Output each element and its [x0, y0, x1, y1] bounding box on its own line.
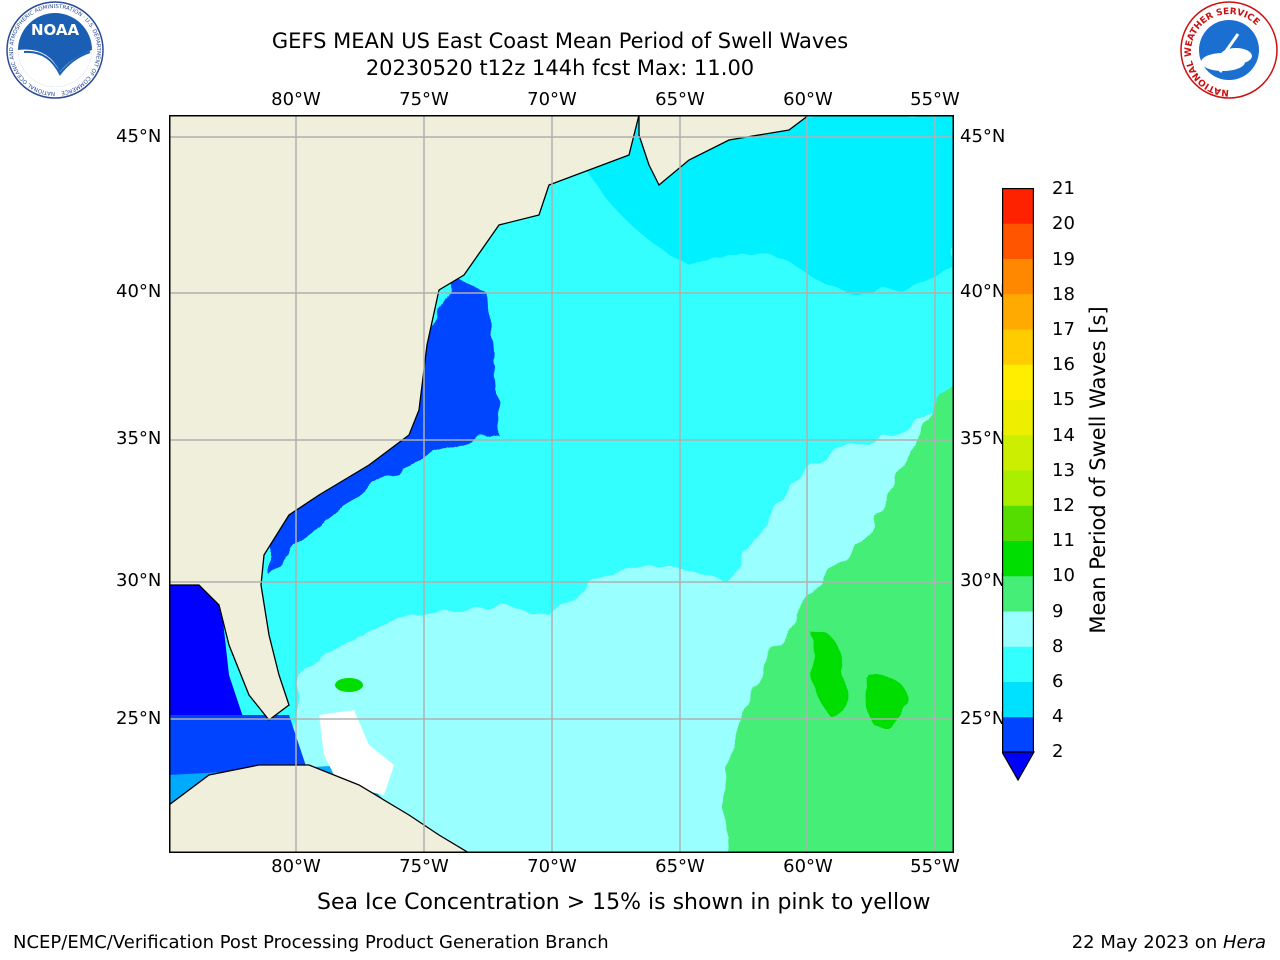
colorbar-tick: 9: [1052, 601, 1064, 622]
colorbar-segment: [1002, 716, 1034, 753]
colorbar-tick: 19: [1052, 249, 1075, 270]
bahamas-bank: [319, 710, 394, 795]
colorbar-tick: 14: [1052, 425, 1075, 446]
colorbar-segment: [1002, 223, 1034, 259]
footer-organization: NCEP/EMC/Verification Post Processing Pr…: [13, 932, 609, 953]
svg-text:NOAA: NOAA: [31, 21, 80, 39]
colorbar-segment: [1002, 364, 1034, 400]
ocean-9-10s: [725, 378, 954, 853]
colorbar-tick: 17: [1052, 319, 1075, 340]
colorbar-tick: 6: [1052, 671, 1064, 692]
colorbar-segment: [1002, 188, 1034, 224]
colorbar-tick: 13: [1052, 460, 1075, 481]
swell-period-map: [169, 115, 954, 853]
land-us-east-coast: [169, 115, 640, 721]
lat-label-right: 35°N: [960, 428, 1006, 449]
lat-label-left: 45°N: [116, 126, 162, 147]
colorbar-tick: 18: [1052, 284, 1075, 305]
sea-ice-note: Sea Ice Concentration > 15% is shown in …: [317, 890, 931, 915]
colorbar-tick: 4: [1052, 706, 1064, 727]
colorbar-segment: [1002, 646, 1034, 682]
colorbar-tick: 16: [1052, 354, 1075, 375]
colorbar-segment: [1002, 258, 1034, 295]
colorbar-tick: 2: [1052, 741, 1064, 762]
ocean-10-11s: [335, 678, 363, 692]
lat-label-right: 25°N: [960, 708, 1006, 729]
colorbar-label: Mean Period of Swell Waves [s]: [1086, 306, 1110, 634]
lat-label-left: 25°N: [116, 708, 162, 729]
ocean-below-2s: [169, 585, 249, 735]
lat-label-left: 40°N: [116, 281, 162, 302]
ocean-10-11s: [865, 674, 909, 728]
map-frame: [169, 115, 954, 853]
lon-label-bottom: 55°W: [910, 856, 960, 877]
lat-label-right: 40°N: [960, 281, 1006, 302]
land-cuba: [169, 764, 471, 853]
colorbar-frame: [1002, 188, 1034, 753]
colorbar-tick: 11: [1052, 530, 1075, 551]
land-maritimes: [638, 115, 811, 187]
colorbar-tick: 10: [1052, 565, 1075, 586]
colorbar-extend-arrow: [1002, 751, 1036, 782]
footer-date-text: 22 May 2023 on: [1071, 932, 1223, 953]
lon-label-bottom: 80°W: [271, 856, 321, 877]
colorbar-segment: [1002, 575, 1034, 612]
lon-label-top: 80°W: [271, 89, 321, 110]
lon-label-top: 75°W: [399, 89, 449, 110]
map-gridlines: [169, 115, 954, 853]
colorbar-tick: 21: [1052, 178, 1075, 199]
noaa-logo-icon: NOAA NATIONAL OCEANIC AND ATMOSPHERIC AD…: [5, 0, 105, 100]
lon-label-top: 60°W: [783, 89, 833, 110]
lon-label-bottom: 65°W: [655, 856, 705, 877]
lon-label-top: 70°W: [527, 89, 577, 110]
lat-label-right: 45°N: [960, 126, 1006, 147]
lon-label-bottom: 60°W: [783, 856, 833, 877]
lon-label-bottom: 75°W: [399, 856, 449, 877]
colorbar-segment: [1002, 293, 1034, 330]
colorbar-segment: [1002, 470, 1034, 506]
colorbar-segment: [1002, 611, 1034, 647]
colorbar: [1002, 188, 1036, 782]
plot-subtitle: 20230520 t12z 144h fcst Max: 11.00: [365, 56, 755, 80]
lon-label-bottom: 70°W: [527, 856, 577, 877]
lon-label-top: 55°W: [910, 89, 960, 110]
nws-logo-icon: NATIONAL WEATHER SERVICE: [1180, 1, 1278, 99]
colorbar-tick: 20: [1052, 213, 1075, 234]
colorbar-tick: 8: [1052, 636, 1064, 657]
ocean-2-4s: [169, 715, 309, 775]
colorbar-segment: [1002, 434, 1034, 471]
colorbar-segment: [1002, 399, 1034, 436]
ocean-2-4s: [269, 280, 499, 575]
colorbar-segment: [1002, 681, 1034, 718]
colorbar-segment: [1002, 505, 1034, 541]
lat-label-left: 30°N: [116, 570, 162, 591]
plot-title: GEFS MEAN US East Coast Mean Period of S…: [271, 29, 849, 53]
ocean-10-11s: [813, 633, 849, 715]
lon-label-top: 65°W: [655, 89, 705, 110]
lat-label-left: 35°N: [116, 428, 162, 449]
footer-date: 22 May 2023 on Hera: [1072, 932, 1266, 953]
colorbar-tick: 12: [1052, 495, 1075, 516]
footer-machine: Hera: [1222, 932, 1266, 953]
colorbar-segment: [1002, 329, 1034, 365]
colorbar-tick: 15: [1052, 389, 1075, 410]
lat-label-right: 30°N: [960, 570, 1006, 591]
colorbar-segment: [1002, 540, 1034, 577]
